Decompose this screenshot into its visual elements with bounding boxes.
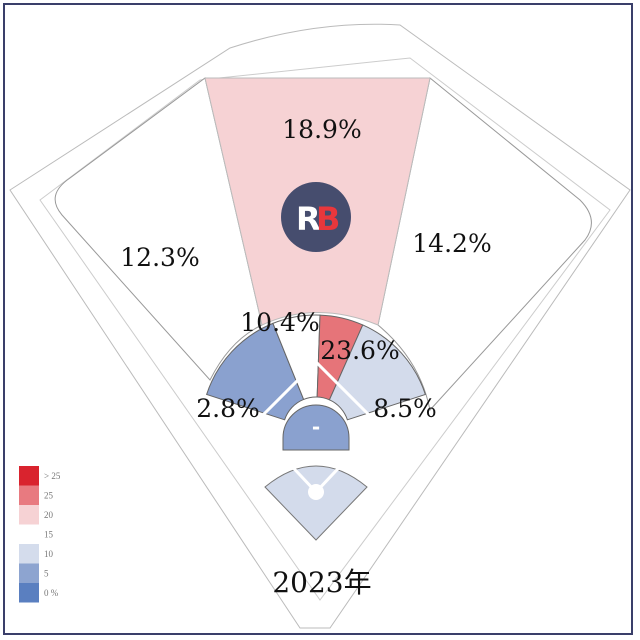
svg-text:R: R xyxy=(296,200,321,238)
legend-label: 0 % xyxy=(44,588,59,598)
zone-infield-right xyxy=(328,324,427,421)
baselines xyxy=(250,359,382,495)
legend: > 25 25 20 15 10 5 0 % xyxy=(19,466,61,603)
legend-swatch xyxy=(19,544,39,564)
legend-swatch xyxy=(19,563,39,583)
label-infield-right: 8.5% xyxy=(373,394,437,423)
label-infield-left: 2.8% xyxy=(196,394,260,423)
legend-swatch xyxy=(19,505,39,525)
outer-boundary xyxy=(9,23,631,629)
zone-home xyxy=(264,465,368,541)
legend-label: 25 xyxy=(44,491,54,501)
legend-swatch xyxy=(19,583,39,603)
infield-group xyxy=(205,314,427,451)
third-base xyxy=(245,416,261,432)
legend-swatch xyxy=(19,524,39,544)
zone-right-field xyxy=(377,77,592,412)
label-left-field: 12.3% xyxy=(120,243,199,272)
zone-infield-left xyxy=(205,322,305,421)
legend-label: 15 xyxy=(44,530,54,540)
outer-boundary-inner xyxy=(39,57,611,601)
label-infield-center-left: 10.4% xyxy=(240,308,319,337)
home-plate xyxy=(308,484,324,500)
legend-label: > 25 xyxy=(44,471,61,481)
zone-pitcher xyxy=(282,404,350,451)
legend-swatch xyxy=(19,466,39,486)
first-base xyxy=(370,416,386,432)
label-pitcher: - xyxy=(312,415,320,439)
legend-swatch xyxy=(19,485,39,505)
legend-label: 10 xyxy=(44,549,54,559)
legend-label: 20 xyxy=(44,510,54,520)
label-center-field: 18.9% xyxy=(282,115,361,144)
frame-border xyxy=(3,3,633,635)
chart-title: 2023年 xyxy=(272,566,371,599)
svg-text:B: B xyxy=(316,200,340,238)
legend-label: 5 xyxy=(44,569,49,579)
label-infield-center-right: 23.6% xyxy=(320,336,399,365)
rb-logo: R B xyxy=(281,182,351,252)
label-right-field: 14.2% xyxy=(412,229,491,258)
